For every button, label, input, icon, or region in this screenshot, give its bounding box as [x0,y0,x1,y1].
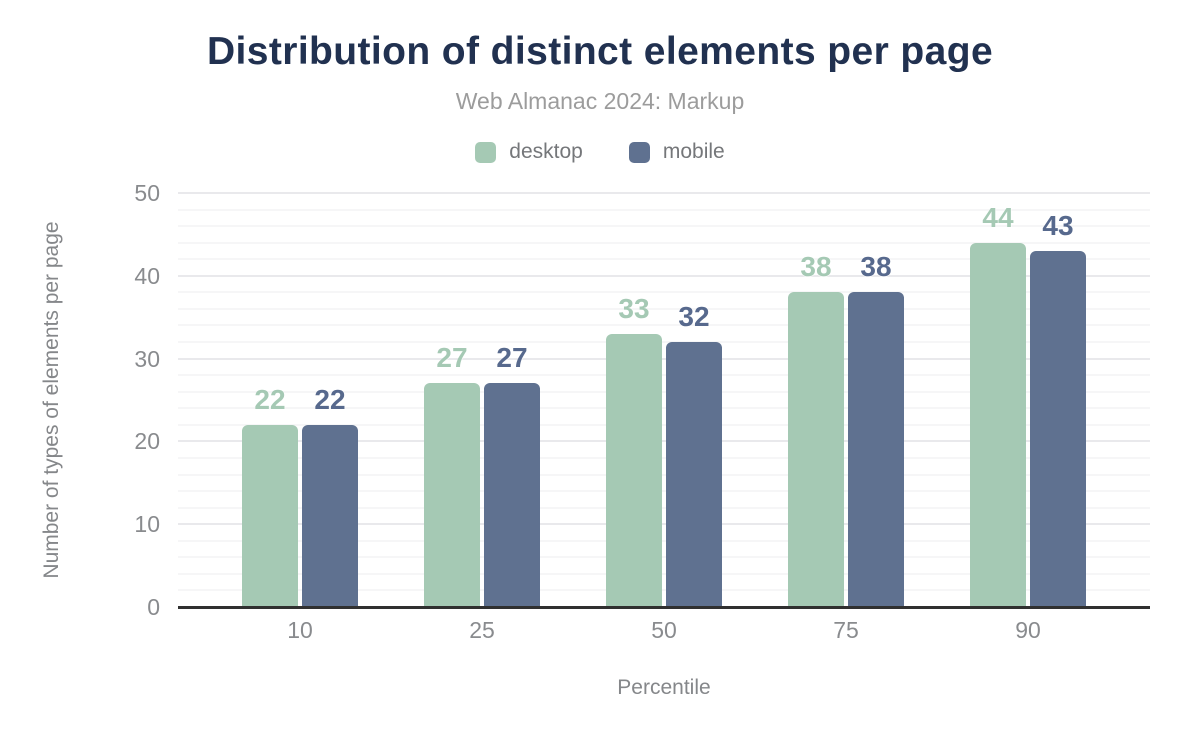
gridline-y12 [178,506,1150,509]
bar-mobile-p10 [302,424,358,607]
y-tick-label-10: 10 [134,511,160,538]
legend-item-desktop: desktop [475,140,583,164]
value-label-mobile-p75: 38 [860,251,892,283]
gridline-y4 [178,572,1150,575]
bar-desktop-p75 [788,292,844,607]
gridline-y24 [178,407,1150,410]
gridline-y26 [178,390,1150,393]
gridline-y6 [178,556,1150,559]
x-tick-label-50: 50 [651,617,677,643]
x-tick-label-10: 10 [287,617,313,643]
legend-label: desktop [509,140,583,163]
chart-title: Distribution of distinct elements per pa… [206,30,994,73]
value-label-desktop-p25: 27 [436,342,468,374]
x-tick-label-75: 75 [833,617,859,643]
gridline-y16 [178,473,1150,476]
bar-mobile-p75 [848,292,904,607]
gridline-y28 [178,374,1150,377]
gridline-y22 [178,423,1150,426]
gridline-y20 [178,440,1150,443]
value-label-desktop-p90: 44 [982,201,1014,233]
x-tick-label-25: 25 [469,617,495,643]
gridline-y36 [178,307,1150,310]
bar-mobile-p50 [666,342,722,607]
gridline-y40 [178,274,1150,277]
x-axis-title: Percentile [617,676,711,699]
gridline-y50 [178,192,1150,194]
legend: desktop mobile [0,140,1200,164]
value-label-mobile-p50: 32 [678,301,710,333]
y-tick-label-40: 40 [134,262,160,289]
y-tick-label-30: 30 [134,345,160,372]
gridline-y42 [178,258,1150,261]
chart-subtitle: Web Almanac 2024: Markup [455,88,745,114]
bar-mobile-p25 [484,383,540,607]
value-label-desktop-p10: 22 [254,383,286,415]
gridline-y2 [178,589,1150,592]
gridline-y38 [178,291,1150,294]
gridline-y8 [178,539,1150,542]
value-label-mobile-p25: 27 [496,342,528,374]
y-tick-label-20: 20 [134,428,160,455]
bar-desktop-p90 [970,242,1026,607]
bar-desktop-p25 [424,383,480,607]
gridline-y30 [178,357,1150,360]
value-label-mobile-p90: 43 [1042,209,1074,241]
gridline-y14 [178,490,1150,493]
legend-item-mobile: mobile [628,140,725,164]
legend-swatch-desktop [475,141,497,163]
legend-label: mobile [662,140,725,163]
gridline-y32 [178,341,1150,344]
bar-mobile-p90 [1030,250,1086,607]
x-tick-label-90: 90 [1015,617,1041,643]
bar-desktop-p50 [606,333,662,607]
y-tick-label-50: 50 [134,180,160,206]
plot-area: 22 22 27 27 33 32 38 38 44 43 [178,192,1150,607]
y-tick-label-0: 0 [147,594,160,620]
value-label-mobile-p10: 22 [314,383,346,415]
gridline-y18 [178,456,1150,459]
bar-desktop-p10 [242,424,298,607]
value-label-desktop-p50: 33 [618,292,650,324]
gridline-y48 [178,208,1150,211]
legend-swatch-mobile [628,141,650,163]
gridline-y46 [178,225,1150,228]
gridline-y34 [178,324,1150,327]
value-label-desktop-p75: 38 [800,251,832,283]
gridline-y10 [178,523,1150,526]
x-axis-line [178,606,1150,609]
gridline-y44 [178,241,1150,244]
